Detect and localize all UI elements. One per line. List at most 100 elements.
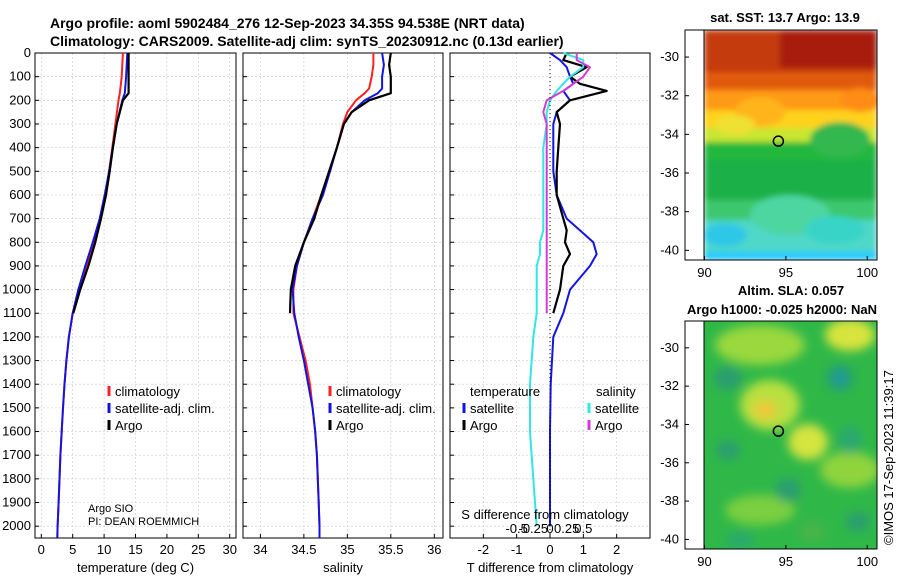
figure-title-line2: Climatology: CARS2009. Satellite-adj cli… bbox=[50, 33, 564, 49]
temperature-series-argo bbox=[72, 53, 130, 314]
depth-tick-label: 1800 bbox=[2, 471, 31, 486]
sla-map-title: Altim. SLA: 0.057 bbox=[738, 283, 844, 298]
temperature-xtick-label: 5 bbox=[69, 542, 76, 557]
depth-tick-label: 1900 bbox=[2, 495, 31, 510]
sst-ytick-label: -38 bbox=[660, 204, 679, 219]
temperature-series-climatology bbox=[56, 52, 124, 539]
sla-ytick-label: -30 bbox=[660, 340, 679, 355]
depth-tick-label: 300 bbox=[9, 116, 31, 131]
credit-institution: Argo SIO bbox=[88, 503, 134, 515]
temperature-legend-satellite: satellite-adj. clim. bbox=[115, 401, 215, 416]
differences-series-s-argo bbox=[542, 53, 591, 314]
salinity-xtick-label: 35.5 bbox=[378, 542, 403, 557]
differences-xtick-label: -1 bbox=[511, 542, 523, 557]
depth-tick-label: 800 bbox=[9, 234, 31, 249]
salinity-series-argo bbox=[288, 52, 392, 314]
sla-ytick-label: -38 bbox=[660, 493, 679, 508]
sal-diff-tick-label: 0.25 bbox=[554, 521, 579, 536]
sal-diff-tick-label: 0 bbox=[546, 521, 553, 536]
sla-float-marker bbox=[772, 425, 785, 437]
depth-tick-label: 100 bbox=[9, 69, 31, 84]
temperature-xtick-label: 30 bbox=[222, 542, 236, 557]
differences-xlabel: T difference from climatology bbox=[467, 560, 634, 575]
sst-field bbox=[704, 30, 877, 260]
depth-tick-label: 200 bbox=[9, 92, 31, 107]
temperature-xtick-label: 15 bbox=[128, 542, 142, 557]
temperature-panel: 0 5 10 15 20 25 30 temperature (deg C) 0 100 200 30… bbox=[2, 45, 237, 575]
salinity-xtick-label: 36 bbox=[427, 542, 441, 557]
sla-xtick-label: 90 bbox=[697, 554, 711, 569]
sst-map-axes: -30 -32 -34 -36 -38 -40 90 95 100 bbox=[660, 49, 878, 280]
salinity-legend-climatology: climatology bbox=[336, 384, 402, 399]
legend-salinity-title: salinity bbox=[596, 384, 636, 399]
figure-title-line1: Argo profile: aoml 5902484_276 12-Sep-20… bbox=[50, 15, 525, 31]
depth-tick-label: 700 bbox=[9, 211, 31, 226]
sst-map: sat. SST: 13.7 Argo: 13.9 bbox=[660, 10, 878, 280]
salinity-xlabel: salinity bbox=[323, 560, 363, 575]
salinity-xtick-label: 34 bbox=[253, 542, 267, 557]
depth-tick-label: 400 bbox=[9, 140, 31, 155]
legend-temperature-title: temperature bbox=[470, 384, 540, 399]
depth-tick-label: 0 bbox=[24, 45, 31, 60]
salinity-series-satellite-adj-clim- bbox=[291, 52, 385, 538]
sst-ytick-label: -34 bbox=[660, 126, 679, 141]
salinity-xtick-label: 34.5 bbox=[291, 542, 316, 557]
sst-xtick-label: 90 bbox=[697, 265, 711, 280]
differences-xtick-label: 1 bbox=[580, 542, 587, 557]
sla-field bbox=[704, 321, 877, 549]
salinity-axes-box bbox=[242, 52, 444, 539]
depth-tick-label: 500 bbox=[9, 163, 31, 178]
temperature-xtick-label: 20 bbox=[160, 542, 174, 557]
differences-xtick-label: 0 bbox=[546, 542, 553, 557]
depth-tick-label: 1600 bbox=[2, 424, 31, 439]
differences-series-s-satellite bbox=[529, 52, 585, 527]
salinity-series-climatology bbox=[292, 53, 375, 538]
legend-s-satellite: satellite bbox=[595, 401, 639, 416]
salinity-xtick-label: 35 bbox=[340, 542, 354, 557]
legend-t-satellite: satellite bbox=[470, 401, 514, 416]
sst-float-marker bbox=[772, 135, 785, 147]
sla-xtick-label: 95 bbox=[779, 554, 793, 569]
difference-panel: -2 -1 0 1 2 T difference from climatology -0.5… bbox=[449, 52, 651, 575]
sal-diff-tick-label: 0.5 bbox=[574, 521, 592, 536]
differences-xtick-label: -2 bbox=[478, 542, 490, 557]
salinity-panel: 34 34.5 35 35.5 36 salinity climatology satelli… bbox=[242, 52, 444, 575]
temperature-legend-argo: Argo bbox=[115, 418, 142, 433]
depth-tick-label: 1500 bbox=[2, 400, 31, 415]
depth-tick-label: 600 bbox=[9, 187, 31, 202]
salinity-legend-satellite: satellite-adj. clim. bbox=[336, 401, 436, 416]
sst-ytick-label: -32 bbox=[660, 88, 679, 103]
differences-series-t-satellite bbox=[549, 52, 598, 527]
sst-ytick-label: -40 bbox=[660, 242, 679, 257]
depth-tick-label: 1200 bbox=[2, 329, 31, 344]
sla-xtick-label: 100 bbox=[856, 554, 878, 569]
sla-map: Altim. SLA: 0.057 Argo h1000: -0.025 h20… bbox=[660, 283, 878, 569]
differences-xtick-label: 2 bbox=[613, 542, 620, 557]
sla-ytick-label: -36 bbox=[660, 455, 679, 470]
depth-tick-label: 1000 bbox=[2, 282, 31, 297]
sst-map-title: sat. SST: 13.7 Argo: 13.9 bbox=[710, 10, 860, 25]
sla-ytick-label: -34 bbox=[660, 416, 679, 431]
temperature-xtick-label: 10 bbox=[97, 542, 111, 557]
legend-s-argo: Argo bbox=[595, 418, 622, 433]
sla-map-axes: -30 -32 -34 -36 -38 -40 90 95 100 bbox=[660, 340, 878, 569]
depth-tick-label: 2000 bbox=[2, 518, 31, 533]
temperature-legend-climatology: climatology bbox=[115, 384, 181, 399]
depth-tick-label: 1300 bbox=[2, 353, 31, 368]
sal-diff-tick-label: -0.25 bbox=[519, 521, 549, 536]
credit-pi: PI: DEAN ROEMMICH bbox=[88, 516, 199, 528]
temperature-xtick-label: 25 bbox=[191, 542, 205, 557]
depth-tick-label: 900 bbox=[9, 258, 31, 273]
depth-tick-label: 1400 bbox=[2, 376, 31, 391]
sst-xtick-label: 100 bbox=[856, 265, 878, 280]
legend-t-argo: Argo bbox=[470, 418, 497, 433]
sla-ytick-label: -40 bbox=[660, 531, 679, 546]
sla-map-subtitle: Argo h1000: -0.025 h2000: NaN bbox=[687, 302, 877, 317]
depth-tick-label: 1100 bbox=[3, 305, 31, 320]
temperature-xlabel: temperature (deg C) bbox=[77, 560, 194, 575]
sal-diff-axis-label: S difference from climatology bbox=[461, 507, 629, 522]
sst-xtick-label: 95 bbox=[779, 265, 793, 280]
temperature-xtick-label: 0 bbox=[38, 542, 45, 557]
sla-ytick-label: -32 bbox=[660, 378, 679, 393]
